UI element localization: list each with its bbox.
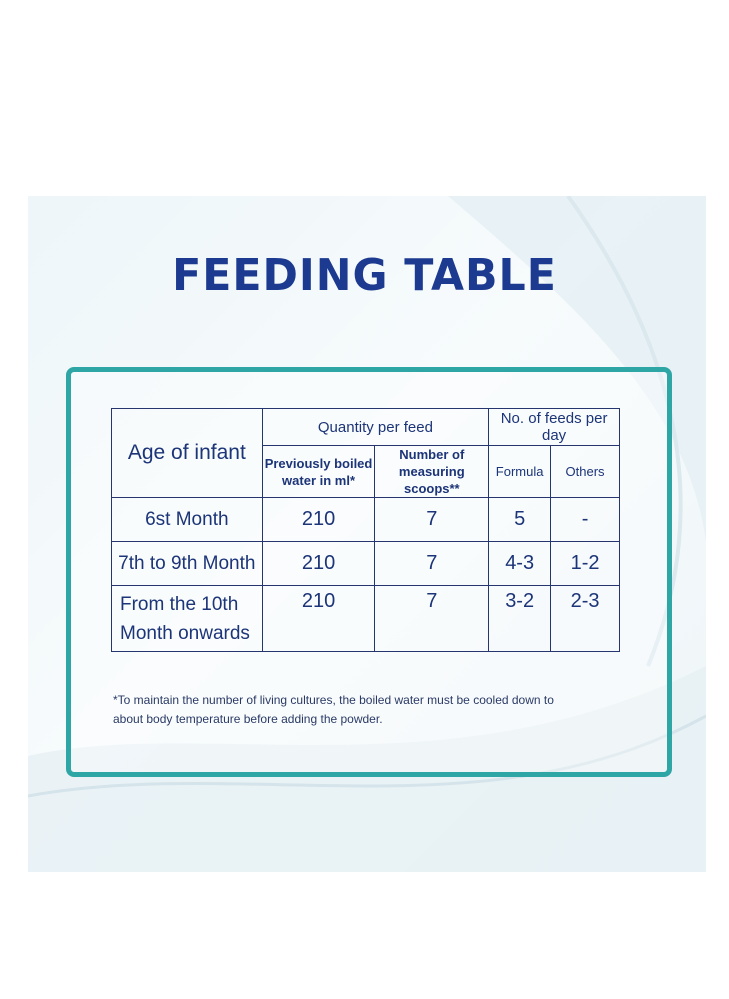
feeds-group-header: No. of feeds per day: [488, 408, 620, 446]
age-header: Age of infant: [111, 408, 263, 498]
quantity-group-header: Quantity per feed: [261, 408, 490, 446]
age-cell: 6st Month: [111, 497, 263, 542]
others-cell: 1-2: [550, 541, 620, 586]
formula-cell: 5: [488, 497, 552, 542]
scoops-cell: 7: [374, 497, 490, 542]
others-cell: -: [550, 497, 620, 542]
header-row-1: Age of infant Quantity per feed No. of f…: [111, 408, 620, 498]
table-row: From the 10th Month onwards 210 7 3-2 2-…: [111, 585, 620, 652]
feeding-table: Age of infant Quantity per feed No. of f…: [111, 408, 620, 652]
water-cell: 210: [261, 585, 376, 652]
footnote: *To maintain the number of living cultur…: [113, 693, 554, 726]
scoops-header: Number of measuring scoops**: [374, 445, 490, 498]
page-title: FEEDING TABLE: [172, 250, 557, 301]
age-cell: From the 10th Month onwards: [111, 585, 263, 652]
water-cell: 210: [261, 541, 376, 586]
table-row: 7th to 9th Month 210 7 4-3 1-2: [111, 541, 620, 586]
table-row: 6st Month 210 7 5 -: [111, 497, 620, 542]
formula-header: Formula: [488, 445, 552, 498]
scoops-cell: 7: [374, 541, 490, 586]
others-header: Others: [550, 445, 620, 498]
water-header: Previously boiled water in ml*: [261, 445, 376, 498]
formula-cell: 4-3: [488, 541, 552, 586]
header-row-2: Previously boiled water in ml* Number of…: [112, 445, 620, 498]
scoops-cell: 7: [374, 585, 490, 652]
others-cell: 2-3: [550, 585, 620, 652]
age-cell: 7th to 9th Month: [111, 541, 263, 586]
formula-cell: 3-2: [488, 585, 552, 652]
water-cell: 210: [261, 497, 376, 542]
